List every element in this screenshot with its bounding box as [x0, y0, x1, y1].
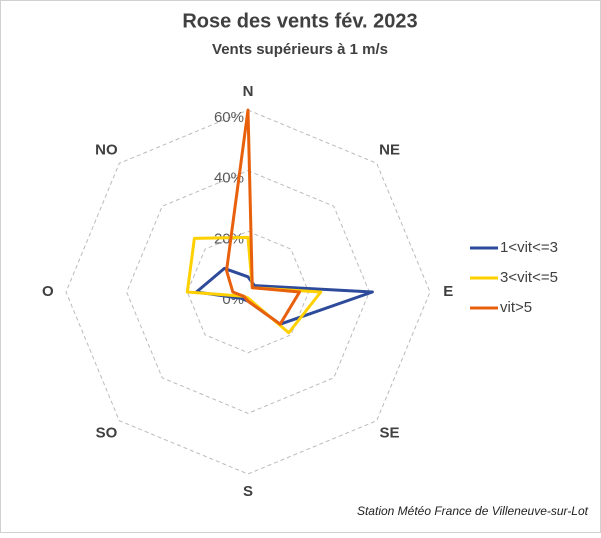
- category-label: NO: [95, 141, 118, 158]
- legend-label: vit>5: [500, 299, 532, 316]
- r-tick-label: 40%: [214, 170, 244, 187]
- category-label: S: [243, 483, 253, 500]
- category-label: O: [42, 283, 54, 300]
- source-note: Station Météo France de Villeneuve-sur-L…: [357, 504, 589, 518]
- r-tick-label: 60%: [214, 109, 244, 126]
- category-label: SO: [96, 425, 118, 442]
- grid-ring: [186, 230, 310, 354]
- chart-title: Rose des vents fév. 2023: [182, 10, 417, 32]
- legend-label: 3<vit<=5: [500, 269, 558, 286]
- grid-ring: [126, 170, 370, 414]
- category-label: E: [443, 283, 453, 300]
- category-label: NE: [379, 141, 400, 158]
- chart-subtitle: Vents supérieurs à 1 m/s: [212, 41, 388, 58]
- category-label: N: [243, 83, 254, 100]
- legend-label: 1<vit<=3: [500, 239, 558, 256]
- grid-ring: [65, 109, 431, 475]
- category-label: SE: [380, 425, 400, 442]
- series-line: [225, 108, 302, 326]
